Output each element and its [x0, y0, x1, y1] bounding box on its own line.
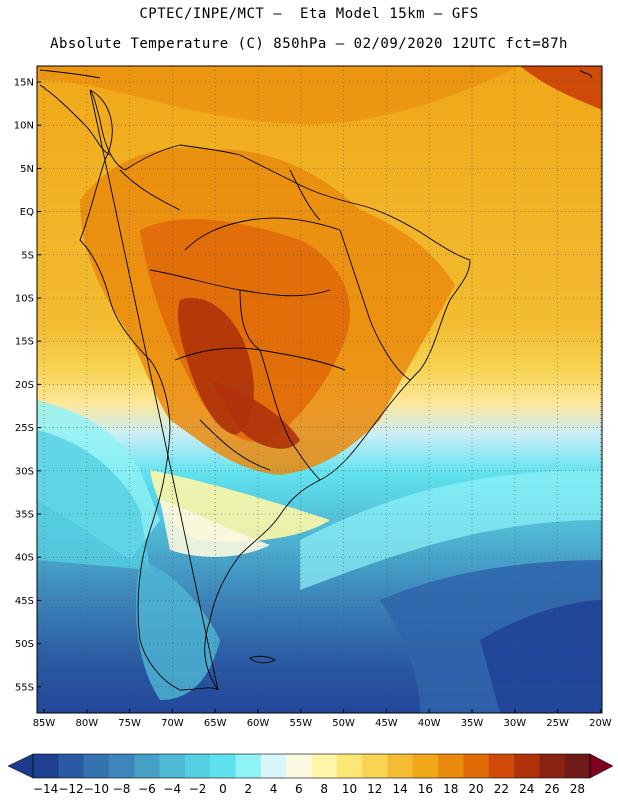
colorbar-under-arrow [7, 753, 34, 779]
colorbar-swatch [463, 754, 490, 778]
colorbar: −14 −12 −10 −8 −6 −4 −2 0 2 4 6 8 10 12 14 16 18 20 22 24 26… [7, 753, 614, 796]
colorbar-label: 22 [494, 782, 509, 796]
colorbar-label: 6 [295, 782, 303, 796]
map-frame [36, 65, 603, 714]
colorbar-label: −8 [113, 782, 131, 796]
lat-label: 10S [15, 294, 34, 305]
colorbar-label: 12 [367, 782, 382, 796]
lon-label: 30W [503, 718, 526, 729]
colorbar-label: −14 [33, 782, 58, 796]
longitude-labels: 85W 80W 75W 70W 65W 60W 55W 50W 45W 40W 35W 30W 25W 2… [33, 709, 612, 729]
colorbar-swatch [134, 754, 160, 778]
temperature-field [37, 66, 602, 713]
lon-label: 35W [461, 718, 484, 729]
lat-label: 50S [15, 639, 34, 650]
lat-label: 35S [15, 510, 34, 521]
lon-label: 45W [375, 718, 398, 729]
colorbar-label: 10 [342, 782, 357, 796]
title-line-1: CPTEC/INPE/MCT – Eta Model 15km – GFS [139, 6, 479, 22]
colorbar-swatch [260, 754, 287, 778]
colorbar-label: 28 [570, 782, 585, 796]
lon-label: 55W [289, 718, 312, 729]
colorbar-label: −10 [84, 782, 109, 796]
latitude-labels: 15N 10N 5N EQ 5S 10S 15S 20S 25S 30S 35S 40S 45S 50S 5… [14, 78, 41, 693]
lat-label: 40S [15, 553, 34, 564]
lat-label: 15S [15, 337, 34, 348]
coastline [39, 69, 593, 691]
colorbar-label: 4 [270, 782, 278, 796]
lon-label: 75W [118, 718, 141, 729]
lon-label: 20W [589, 718, 612, 729]
lon-label: 60W [247, 718, 270, 729]
lon-label: 40W [418, 718, 441, 729]
lon-label: 50W [332, 718, 355, 729]
lon-label: 80W [75, 718, 98, 729]
colorbar-over-arrow [589, 753, 614, 779]
colorbar-label: 20 [468, 782, 483, 796]
lat-label: 15N [14, 78, 34, 89]
colorbar-swatch [58, 754, 84, 778]
colorbar-swatch [438, 754, 464, 778]
colorbar-label: −2 [189, 782, 207, 796]
colorbar-swatch [336, 754, 363, 778]
colorbar-label: 14 [392, 782, 407, 796]
colorbar-label: 18 [443, 782, 458, 796]
lon-label: 25W [546, 718, 569, 729]
colorbar-swatch [564, 754, 591, 778]
lat-label: 30S [15, 466, 34, 477]
colorbar-label: −6 [138, 782, 156, 796]
colorbar-swatch [210, 754, 236, 778]
colorbar-label: 26 [544, 782, 559, 796]
colorbar-swatch [539, 754, 565, 778]
colorbar-swatch [412, 754, 439, 778]
colorbar-swatch [387, 754, 414, 778]
lat-label: 55S [15, 682, 34, 693]
lon-label: 85W [33, 718, 56, 729]
lat-label: 45S [15, 596, 34, 607]
colorbar-swatch [286, 754, 312, 778]
colorbar-label: −4 [163, 782, 181, 796]
colorbar-frame [32, 753, 591, 779]
lat-label: EQ [20, 207, 34, 218]
colorbar-swatch [159, 754, 186, 778]
lon-label: 65W [204, 718, 227, 729]
colorbar-label: 2 [244, 782, 252, 796]
colorbar-swatch [488, 754, 515, 778]
colorbar-swatch [514, 754, 540, 778]
colorbar-swatch [184, 754, 211, 778]
lat-label: 5S [21, 250, 34, 261]
colorbar-swatch [33, 754, 59, 778]
colorbar-swatch [235, 754, 262, 778]
colorbar-label: 24 [519, 782, 534, 796]
colorbar-swatch [83, 754, 110, 778]
colorbar-label: 8 [320, 782, 328, 796]
lon-label: 70W [161, 718, 184, 729]
colorbar-label: −12 [58, 782, 83, 796]
lat-label: 20S [15, 380, 34, 391]
colorbar-swatch [362, 754, 388, 778]
title-line-2: Absolute Temperature (C) 850hPa – 02/09/… [50, 36, 568, 52]
lat-label: 10N [14, 121, 34, 132]
lat-label: 5N [20, 164, 34, 175]
colorbar-swatch [108, 754, 135, 778]
colorbar-label: 16 [418, 782, 433, 796]
colorbar-label: 0 [219, 782, 227, 796]
lat-label: 25S [15, 423, 34, 434]
colorbar-swatch [311, 754, 338, 778]
